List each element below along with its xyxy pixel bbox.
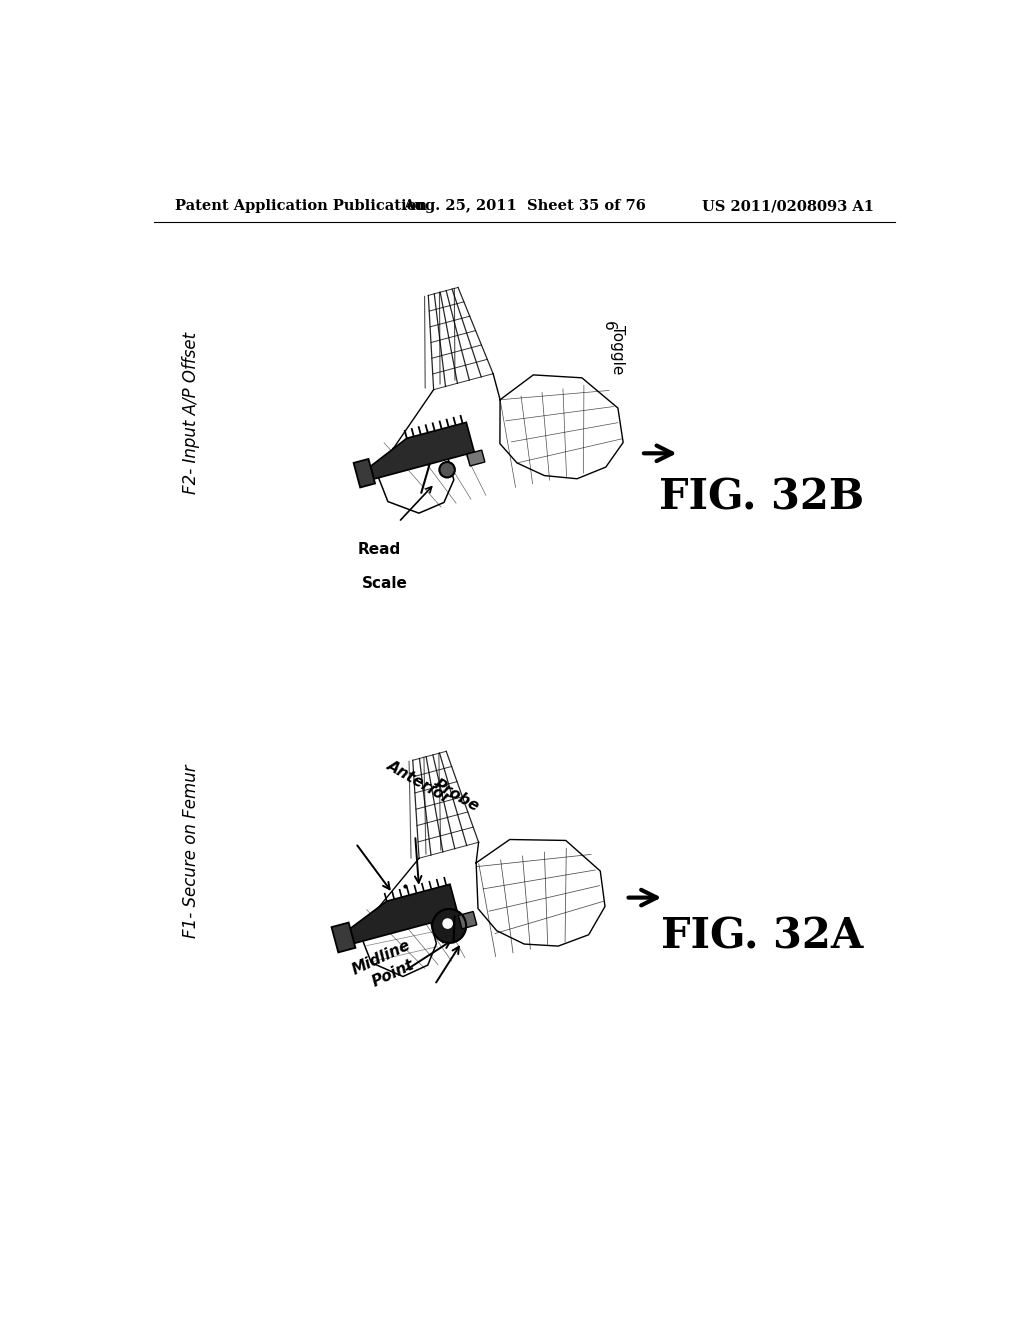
Text: Scale: Scale (361, 576, 408, 591)
Text: Anterior: Anterior (385, 758, 454, 807)
Text: Toggle: Toggle (609, 325, 625, 374)
Text: F1- Secure on Femur: F1- Secure on Femur (181, 764, 200, 939)
Text: Patent Application Publication: Patent Application Publication (175, 199, 427, 213)
Polygon shape (353, 459, 375, 487)
Text: US 2011/0208093 A1: US 2011/0208093 A1 (702, 199, 874, 213)
Polygon shape (350, 884, 459, 944)
Polygon shape (459, 912, 477, 929)
Circle shape (443, 919, 453, 928)
Text: FIG. 32A: FIG. 32A (660, 915, 863, 957)
Text: Aug. 25, 2011  Sheet 35 of 76: Aug. 25, 2011 Sheet 35 of 76 (403, 199, 646, 213)
Text: Point: Point (370, 957, 417, 990)
Polygon shape (332, 923, 355, 953)
Text: Read: Read (357, 543, 401, 557)
Circle shape (439, 462, 455, 478)
Circle shape (432, 909, 466, 942)
Text: Midline: Midline (350, 937, 414, 978)
Text: F2- Input A/P Offset: F2- Input A/P Offset (181, 331, 200, 494)
Polygon shape (467, 450, 485, 466)
Polygon shape (371, 422, 474, 479)
Text: Probe: Probe (431, 777, 481, 814)
Text: 6: 6 (600, 321, 615, 331)
Text: FIG. 32B: FIG. 32B (659, 477, 864, 519)
